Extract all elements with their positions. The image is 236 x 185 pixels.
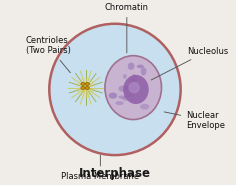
Ellipse shape [126,91,135,97]
Text: Nuclear
Envelope: Nuclear Envelope [164,111,225,130]
Text: Interphase: Interphase [79,167,151,180]
Text: Plasma Membrane: Plasma Membrane [61,155,139,181]
Ellipse shape [122,96,128,101]
Text: Nucleolus: Nucleolus [151,47,228,80]
Ellipse shape [49,24,181,155]
Ellipse shape [129,84,138,91]
Ellipse shape [132,74,136,82]
Ellipse shape [141,67,147,75]
Ellipse shape [118,86,128,92]
Text: Chromatin: Chromatin [105,3,149,53]
Ellipse shape [81,87,85,89]
Ellipse shape [134,75,137,83]
Text: Centrioles
(Two Pairs): Centrioles (Two Pairs) [25,36,70,73]
Ellipse shape [128,82,140,93]
Ellipse shape [130,82,138,85]
Ellipse shape [123,74,127,79]
Ellipse shape [85,83,89,85]
Ellipse shape [130,87,137,93]
Ellipse shape [137,65,144,68]
Ellipse shape [109,92,117,99]
Ellipse shape [126,86,130,89]
Ellipse shape [85,87,89,89]
Ellipse shape [140,104,149,110]
Ellipse shape [105,56,161,120]
Ellipse shape [115,101,124,105]
Ellipse shape [129,79,134,84]
Ellipse shape [81,83,85,85]
Ellipse shape [123,75,149,104]
Ellipse shape [128,63,135,70]
Ellipse shape [118,95,126,99]
